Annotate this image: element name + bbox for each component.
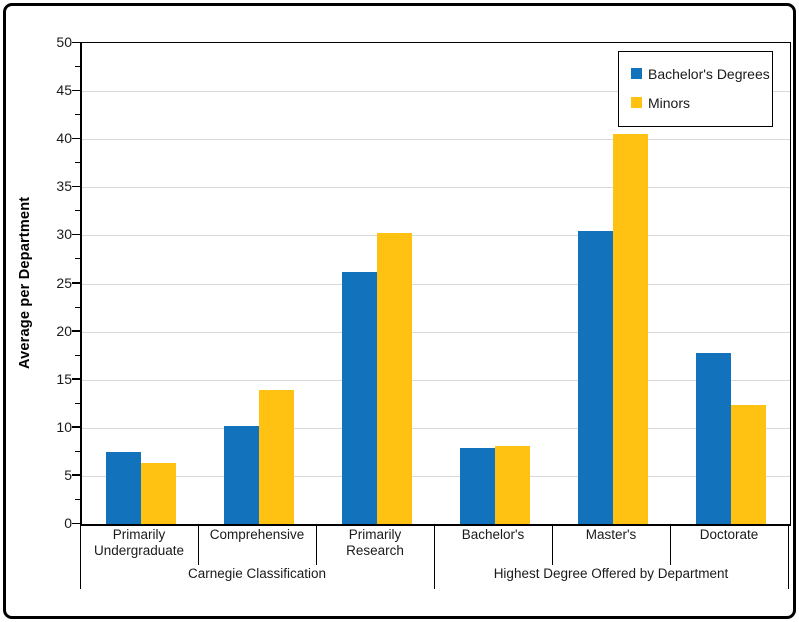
y-minor-tick-mark	[75, 66, 80, 68]
y-minor-tick-mark	[75, 354, 80, 356]
y-tick-label-10: 10	[56, 418, 72, 435]
group-divider	[788, 525, 789, 589]
y-tick-label-35: 35	[56, 178, 72, 195]
bar-series0-cat2	[342, 271, 377, 524]
gridline-5	[82, 475, 790, 477]
y-tick-mark	[72, 282, 80, 284]
bar-series1-cat1	[259, 390, 294, 524]
category-label: Doctorate	[699, 527, 759, 542]
y-tick-mark	[72, 185, 80, 188]
bar-series1-cat5	[731, 404, 766, 524]
category-label: Primarily Undergraduate	[93, 527, 185, 558]
y-tick-label-15: 15	[56, 370, 72, 387]
y-minor-tick-mark	[75, 450, 80, 452]
gridline-25	[82, 283, 790, 285]
legend: Bachelor's Degrees Minors	[618, 51, 773, 127]
y-tick-label-5: 5	[64, 466, 72, 483]
category-label: Primarily Research	[346, 527, 404, 558]
bar-series1-cat0	[141, 463, 176, 524]
gridline-40	[82, 139, 790, 141]
category-label: Bachelor's	[461, 527, 525, 542]
y-tick-mark	[72, 233, 80, 236]
gridline-15	[82, 379, 790, 381]
gridline-35	[82, 187, 790, 189]
legend-label: Minors	[648, 94, 691, 111]
legend-swatch-blue	[631, 68, 642, 79]
y-tick-mark	[72, 474, 80, 476]
bar-series0-cat4	[578, 230, 613, 524]
y-tick-mark	[72, 89, 80, 92]
y-minor-tick-mark	[75, 498, 80, 500]
y-minor-tick-mark	[75, 162, 80, 164]
y-tick-label-25: 25	[56, 274, 72, 291]
y-tick-mark	[72, 41, 80, 43]
y-minor-tick-mark	[75, 402, 80, 404]
y-tick-mark	[72, 522, 80, 524]
bar-series0-cat1	[224, 425, 259, 524]
category-label: Master's	[585, 527, 637, 542]
y-tick-label-45: 45	[56, 82, 72, 99]
y-tick-label-50: 50	[56, 34, 72, 50]
bar-series1-cat3	[495, 446, 530, 524]
group-divider	[80, 525, 81, 589]
bar-series0-cat5	[696, 352, 731, 524]
y-minor-tick-mark	[75, 114, 80, 116]
y-tick-label-20: 20	[56, 322, 72, 339]
y-tick-mark	[72, 137, 80, 140]
legend-entry-bachelors-degrees: Bachelor's Degrees	[631, 59, 770, 88]
y-tick-label-40: 40	[56, 130, 72, 147]
gridline-30	[82, 235, 790, 237]
category-label: Comprehensive	[209, 527, 305, 542]
y-minor-tick-mark	[75, 210, 80, 212]
y-tick-mark	[72, 330, 80, 332]
group-divider	[434, 525, 435, 589]
group-axis-row: Carnegie Classification Highest Degree Of…	[80, 563, 790, 589]
y-minor-tick-mark	[75, 258, 80, 260]
category-divider	[670, 525, 671, 565]
bar-series1-cat4	[613, 134, 648, 524]
y-tick-mark	[72, 426, 80, 428]
category-divider	[552, 525, 553, 565]
chart-frame: Average per Department 0 5 10 15 20 25 30 35 40 4…	[3, 3, 796, 619]
category-axis-row: Primarily Undergraduate Comprehensive Prim…	[80, 523, 790, 563]
y-minor-tick-mark	[75, 306, 80, 308]
bar-series0-cat0	[106, 451, 141, 524]
y-tick-label-30: 30	[56, 226, 72, 243]
y-tick-mark	[72, 378, 80, 380]
bar-series1-cat2	[377, 233, 412, 524]
legend-label: Bachelor's Degrees	[648, 65, 770, 82]
legend-swatch-gold	[631, 97, 642, 108]
category-divider	[316, 525, 317, 565]
gridline-45	[82, 91, 790, 93]
group-label: Highest Degree Offered by Department	[493, 566, 729, 581]
group-label: Carnegie Classification	[187, 566, 327, 581]
gridline-10	[82, 427, 790, 429]
y-tick-label-0: 0	[64, 515, 72, 531]
legend-entry-minors: Minors	[631, 88, 762, 117]
category-divider	[198, 525, 199, 565]
bar-series0-cat3	[460, 448, 495, 524]
gridline-20	[82, 331, 790, 333]
